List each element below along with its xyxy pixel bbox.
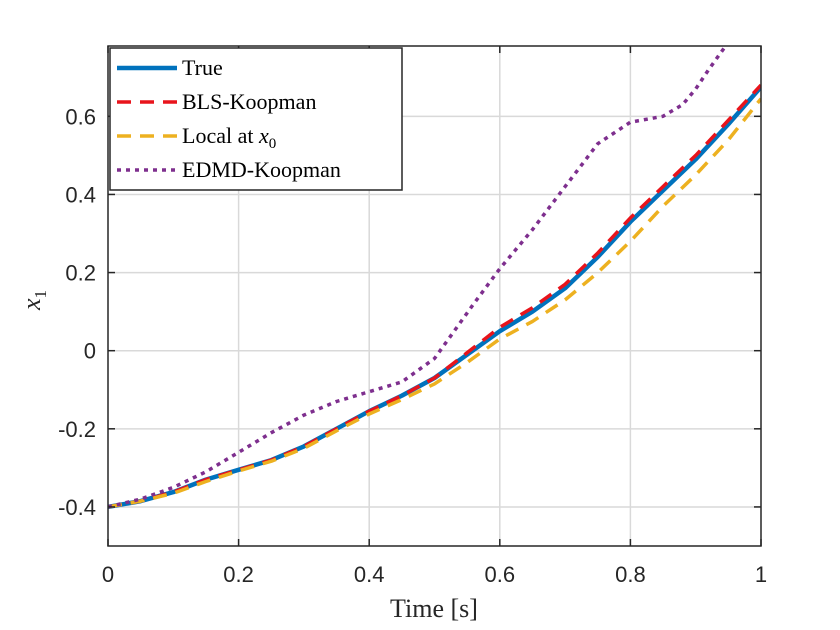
x-tick-label: 0 (102, 562, 114, 587)
y-axis-label: x1 (17, 290, 50, 311)
series-line-edmd-koopman (108, 46, 728, 509)
x-tick-label: 0.6 (485, 562, 516, 587)
legend-label: True (182, 55, 223, 80)
y-axis-label-var: x (17, 298, 46, 311)
axes-box (107, 45, 762, 547)
legend-label: EDMD-Koopman (182, 157, 341, 182)
legend: True BLS-Koopman Local at x0 EDMD-Koopman (109, 47, 403, 191)
y-tick-label: 0.2 (65, 261, 96, 286)
series-line-local-at-x0 (108, 97, 761, 509)
legend-label: Local at x0 (182, 123, 276, 152)
svg-text:x1: x1 (17, 290, 50, 311)
grid (108, 46, 761, 546)
legend-label: BLS-Koopman (182, 89, 316, 114)
legend-box (109, 47, 403, 191)
y-tick-label: -0.4 (58, 495, 96, 520)
series-group (108, 46, 761, 510)
y-axis-label-sub: 1 (31, 290, 50, 299)
x-tick-label: 0.4 (354, 562, 385, 587)
y-tick-label: -0.2 (58, 417, 96, 442)
x-tick-label: 0.2 (223, 562, 254, 587)
x-tick-label: 1 (755, 562, 767, 587)
series-line-bls-koopman (108, 83, 761, 509)
y-tick-label: 0.6 (65, 104, 96, 129)
x-axis-label: Time [s] (390, 594, 478, 623)
y-axis: -0.4 -0.2 0 0.2 0.4 0.6 (58, 104, 761, 520)
x-tick-label: 0.8 (615, 562, 646, 587)
y-tick-label: 0 (84, 339, 96, 364)
y-tick-label: 0.4 (65, 182, 96, 207)
x-axis: 0 0.2 0.4 0.6 0.8 1 (102, 46, 767, 587)
